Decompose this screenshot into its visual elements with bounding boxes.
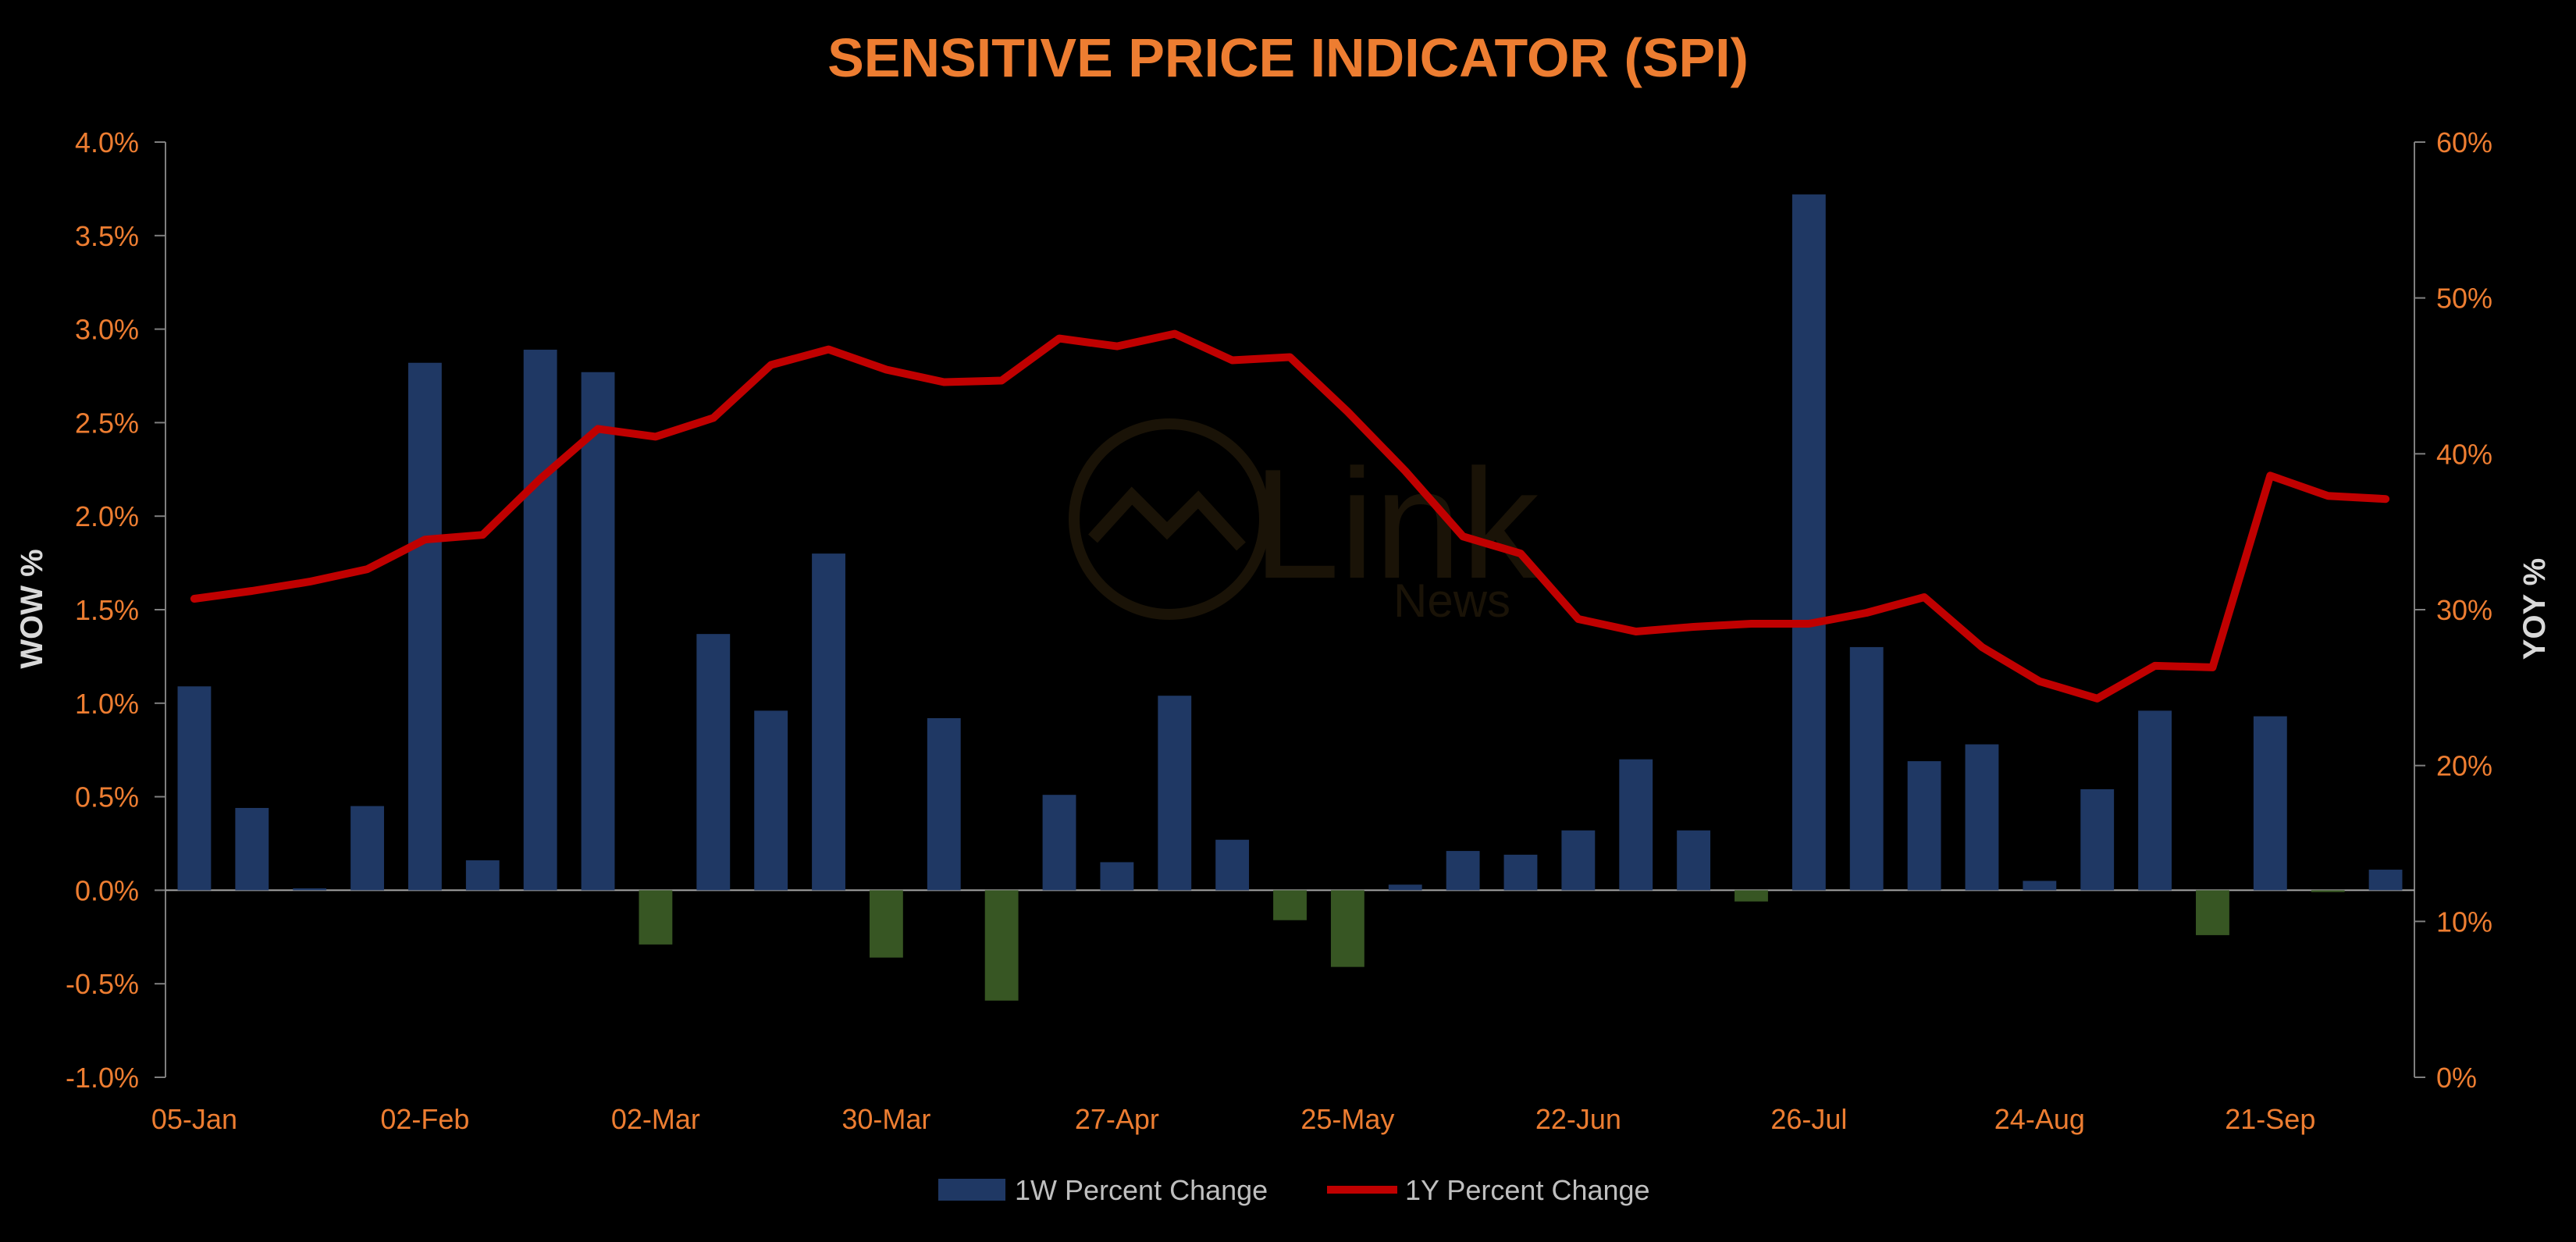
bar-1w-change <box>1215 840 1249 891</box>
bar-1w-change <box>1389 884 1422 890</box>
y-tick-label-right: 40% <box>2436 438 2492 470</box>
y-tick-label-left: 3.5% <box>75 220 139 252</box>
bar-1w-change <box>350 806 384 891</box>
bar-1w-change <box>1735 890 1768 901</box>
x-tick-label: 05-Jan <box>151 1103 237 1135</box>
bar-1w-change <box>1158 696 1191 890</box>
y-tick-label-left: 2.0% <box>75 500 139 532</box>
y-axis-left-title: WOW % <box>15 549 49 668</box>
x-tick-label: 22-Jun <box>1535 1103 1621 1135</box>
bar-1w-change <box>1561 831 1595 891</box>
bar-1w-change <box>408 363 442 891</box>
bar-1w-change <box>1792 194 1826 890</box>
y-tick-label-right: 10% <box>2436 906 2492 938</box>
y-tick-label-left: 0.5% <box>75 781 139 813</box>
bar-1w-change <box>1619 760 1653 891</box>
bar-1w-change <box>1966 745 1999 891</box>
bar-1w-change <box>985 890 1019 1000</box>
x-tick-label: 30-Mar <box>841 1103 930 1135</box>
x-tick-label: 21-Sep <box>2225 1103 2315 1135</box>
x-tick-label: 24-Aug <box>1994 1103 2085 1135</box>
y-tick-label-right: 50% <box>2436 283 2492 315</box>
bar-1w-change <box>696 634 730 890</box>
bar-1w-change <box>466 860 500 890</box>
x-tick-label: 26-Jul <box>1770 1103 1847 1135</box>
legend-label-bar: 1W Percent Change <box>1015 1174 1268 1206</box>
bar-1w-change <box>927 718 961 890</box>
watermark-sub: News <box>1393 575 1510 627</box>
bar-1w-change <box>2138 710 2172 890</box>
bar-1w-change <box>2196 890 2229 935</box>
y-tick-label-left: -1.0% <box>66 1062 139 1094</box>
spi-chart: Link News -1.0% -0.5% 0.0% 0.5% 1.0% 1.5% 2.0%… <box>0 0 2576 1242</box>
y-tick-label-right: 60% <box>2436 126 2492 158</box>
bar-1w-change <box>1446 851 1480 890</box>
y-tick-label-left: 0.0% <box>75 874 139 906</box>
y-tick-label-right: 0% <box>2436 1062 2477 1094</box>
bar-1w-change <box>2311 890 2345 891</box>
legend: 1W Percent Change 1Y Percent Change <box>938 1174 1650 1206</box>
x-tick-label: 02-Feb <box>380 1103 469 1135</box>
y-tick-label-right: 20% <box>2436 750 2492 782</box>
bar-1w-change <box>1850 647 1884 890</box>
y-tick-label-left: 3.0% <box>75 314 139 346</box>
bar-1w-change <box>2369 870 2403 890</box>
bar-1w-change <box>754 710 788 890</box>
bar-1w-change <box>293 888 326 890</box>
bar-1w-change <box>2080 789 2114 890</box>
bar-1w-change <box>870 890 903 957</box>
bar-1w-change <box>1504 855 1538 891</box>
y-tick-label-left: 1.0% <box>75 688 139 720</box>
legend-label-line: 1Y Percent Change <box>1405 1174 1650 1206</box>
bar-1w-change <box>1273 890 1307 920</box>
bar-1w-change <box>2023 881 2056 890</box>
bar-1w-change <box>235 808 269 890</box>
bar-1w-change <box>1100 862 1133 890</box>
bar-1w-change <box>1908 761 1941 890</box>
bar-1w-change <box>178 686 212 890</box>
y-tick-label-left: -0.5% <box>66 968 139 1000</box>
y-tick-label-left: 1.5% <box>75 594 139 626</box>
bar-1w-change <box>812 553 845 890</box>
y-tick-label-left: 4.0% <box>75 126 139 158</box>
y-tick-label-left: 2.5% <box>75 407 139 439</box>
bar-1w-change <box>1043 795 1076 890</box>
legend-swatch-bar <box>938 1179 1005 1201</box>
bar-1w-change <box>639 890 672 944</box>
bar-1w-change <box>1331 890 1364 966</box>
bar-1w-change <box>582 372 615 891</box>
bar-1w-change <box>524 350 557 890</box>
x-tick-label: 02-Mar <box>611 1103 700 1135</box>
bar-1w-change <box>2254 717 2287 891</box>
x-tick-label: 27-Apr <box>1075 1103 1159 1135</box>
bar-1w-change <box>1677 831 1710 891</box>
y-axis-right-title: YOY % <box>2517 558 2552 660</box>
x-tick-label: 25-May <box>1300 1103 1394 1135</box>
y-tick-label-right: 30% <box>2436 594 2492 626</box>
link-news-watermark: Link News <box>1074 424 1540 627</box>
